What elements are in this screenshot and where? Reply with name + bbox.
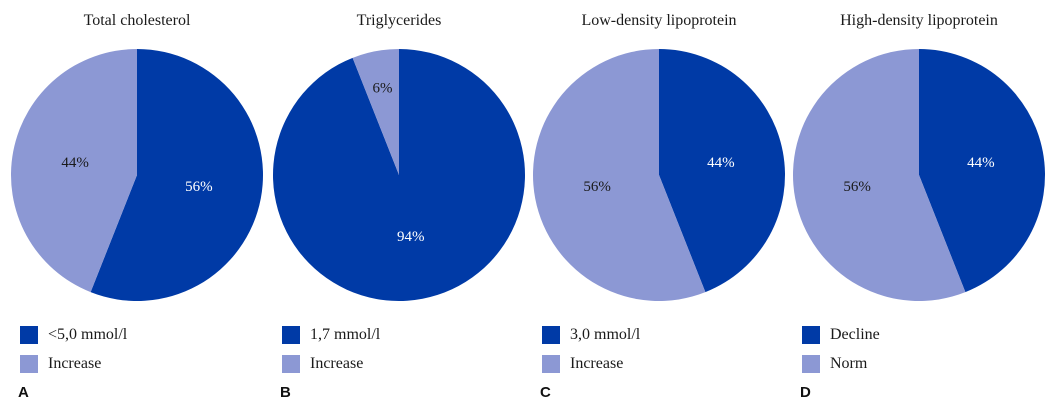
- slice-value-label: 44%: [967, 155, 995, 171]
- legend-swatch: [802, 354, 820, 373]
- slice-value-label: 56%: [185, 179, 213, 195]
- slice-value-label: 56%: [583, 179, 611, 195]
- legend-swatch: [802, 325, 820, 344]
- legend-label: Increase: [570, 354, 624, 372]
- legend-item: Decline: [802, 320, 880, 349]
- legend: Decline Norm: [802, 320, 880, 378]
- legend: 3,0 mmol/l Increase: [542, 320, 640, 378]
- slice-value-label: 44%: [61, 155, 89, 171]
- panel-letter: C: [540, 384, 551, 401]
- pie-chart: 94% 6%: [273, 49, 525, 301]
- slice-value-label: 44%: [707, 155, 735, 171]
- chart-title: Low-density lipoprotein: [581, 12, 737, 29]
- legend-label: Decline: [830, 325, 880, 343]
- pie-chart: 44% 56%: [533, 49, 786, 301]
- legend-item: Increase: [20, 349, 127, 378]
- legend-swatch: [20, 354, 38, 373]
- chart-panel-c: Low-density lipoprotein 44% 56% 3,0 mmol/…: [528, 0, 790, 407]
- panel-letter: A: [18, 384, 29, 401]
- chart-title: Triglycerides: [356, 12, 442, 29]
- pie-chart: 44% 56%: [793, 49, 1045, 301]
- legend-item: Increase: [282, 349, 380, 378]
- legend-item: 1,7 mmol/l: [282, 320, 380, 349]
- legend-swatch: [542, 325, 560, 344]
- chart-panel-a: Total cholesterol 56% 44% <5,0 mmol/l Inc…: [6, 0, 268, 407]
- legend-item: <5,0 mmol/l: [20, 320, 127, 349]
- slice-value-label: 6%: [372, 80, 392, 96]
- legend-label: Norm: [830, 354, 868, 372]
- slice-value-label: 56%: [843, 179, 871, 195]
- legend-swatch: [282, 354, 300, 373]
- slice-value-label: 94%: [397, 229, 425, 245]
- legend-label: <5,0 mmol/l: [48, 325, 128, 343]
- legend-swatch: [282, 325, 300, 344]
- pie-chart: 56% 44%: [10, 49, 264, 301]
- pie-slice: [10, 49, 138, 293]
- legend-item: Norm: [802, 349, 880, 378]
- legend-label: Increase: [310, 354, 364, 372]
- legend-swatch: [20, 325, 38, 344]
- legend-item: Increase: [542, 349, 640, 378]
- chart-panel-b: Triglycerides 94% 6% 1,7 mmol/l Increase …: [268, 0, 530, 407]
- pie-slice: [90, 49, 264, 301]
- pie-slice: [793, 49, 966, 301]
- legend-label: 3,0 mmol/l: [570, 325, 641, 343]
- legend-swatch: [542, 354, 560, 373]
- chart-title: High-density lipoprotein: [840, 12, 998, 29]
- legend: 1,7 mmol/l Increase: [282, 320, 380, 378]
- legend-label: 1,7 mmol/l: [310, 325, 381, 343]
- chart-panel-d: High-density lipoprotein 44% 56% Decline …: [788, 0, 1049, 407]
- legend: <5,0 mmol/l Increase: [20, 320, 127, 378]
- pie-slice: [352, 49, 399, 175]
- pie-slice: [533, 49, 706, 301]
- chart-title: Total cholesterol: [83, 12, 191, 29]
- panel-letter: D: [800, 384, 811, 401]
- panel-letter: B: [280, 384, 291, 401]
- legend-label: Increase: [48, 354, 102, 372]
- legend-item: 3,0 mmol/l: [542, 320, 640, 349]
- pie-slice: [659, 49, 786, 293]
- pie-slice: [919, 49, 1045, 293]
